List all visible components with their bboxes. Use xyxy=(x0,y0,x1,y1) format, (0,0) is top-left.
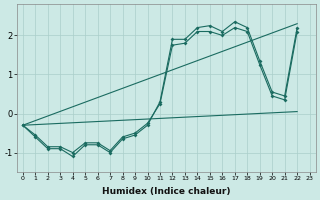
X-axis label: Humidex (Indice chaleur): Humidex (Indice chaleur) xyxy=(102,187,230,196)
